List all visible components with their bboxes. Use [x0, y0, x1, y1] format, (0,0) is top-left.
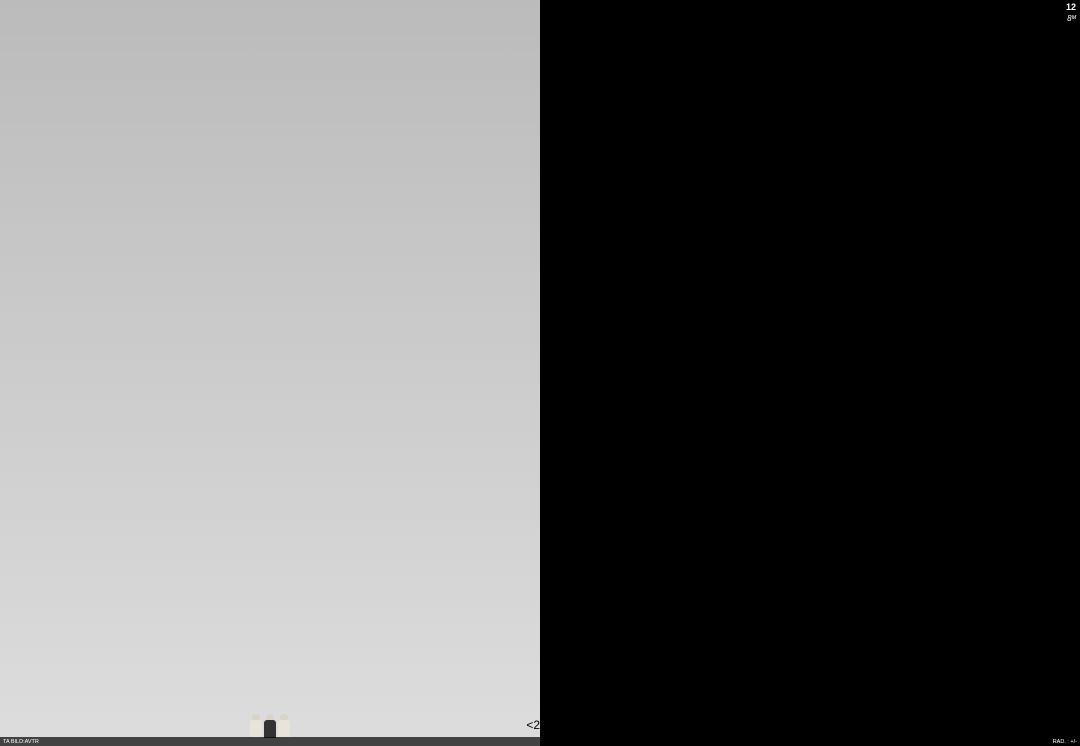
page-number: <27>: [526, 718, 553, 732]
rseq-shot-right: 12 8ᴹ TA BILD:AVTRRAD. : +/- [Gå tillbak…: [818, 393, 956, 497]
right-sequence: 12 8ᴹ TA BILD:AVTRRAD. : +/- [Innan man …: [564, 393, 1040, 497]
right-column: INFORMATION Du kan använda blixtljus-kna…: [554, 78, 1040, 525]
